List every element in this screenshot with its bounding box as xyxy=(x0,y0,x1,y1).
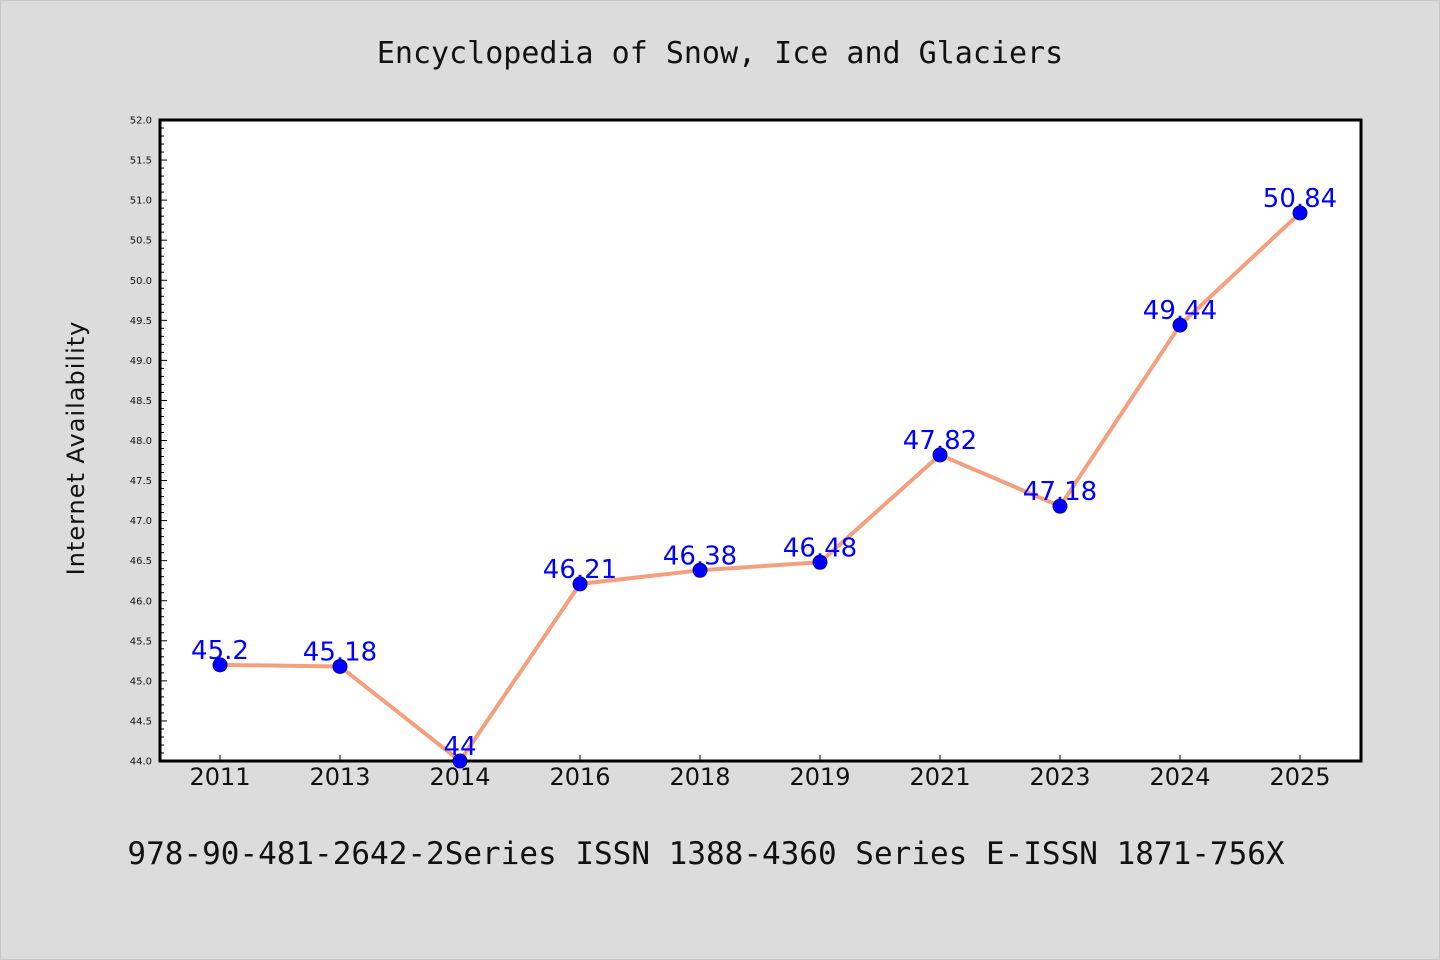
y-tick-label: 46.5 xyxy=(130,556,152,567)
y-tick-label: 52.0 xyxy=(130,116,152,127)
y-tick-label: 51.5 xyxy=(130,156,152,167)
data-label: 44 xyxy=(443,732,476,762)
data-point xyxy=(452,753,468,769)
y-tick-label: 44.5 xyxy=(130,716,152,727)
data-label: 46.21 xyxy=(543,555,617,585)
x-tick-label: 2011 xyxy=(189,763,250,791)
data-label: 47.82 xyxy=(903,426,977,456)
y-tick-label: 47.5 xyxy=(130,476,152,487)
y-tick-label: 46.0 xyxy=(130,596,152,607)
y-tick-label: 50.5 xyxy=(130,236,152,247)
x-tick-label: 2024 xyxy=(1149,763,1210,791)
x-axis-ticks: 2011 2013 2014 2016 2018 2019 2021 2023 2024 2025 xyxy=(189,755,1331,791)
y-tick-label: 44.0 xyxy=(130,757,152,768)
footer-isbn-text: 978-90-481-2642-2Series ISSN 1388-4360 S… xyxy=(127,836,1284,872)
series-line xyxy=(219,211,1302,763)
data-label: 45.2 xyxy=(191,636,249,666)
data-label: 46.38 xyxy=(663,541,737,571)
y-tick-label: 50.0 xyxy=(130,276,152,287)
series-group: 45.2 45.18 44 46.21 46.38 46.48 47.82 47.18 49.4… xyxy=(191,184,1337,769)
y-axis-ticks: 44.0 44.5 45.0 45.5 46.0 46.5 47.0 47.5 48.0 48.5… xyxy=(130,116,167,768)
data-point xyxy=(1052,498,1068,514)
x-tick-label: 2013 xyxy=(309,763,370,791)
data-point xyxy=(1172,317,1188,333)
y-tick-label: 48.5 xyxy=(130,396,152,407)
x-tick-label: 2019 xyxy=(789,763,850,791)
plot-area xyxy=(158,118,1363,763)
y-axis-label: Internet Availability xyxy=(62,321,90,576)
data-point xyxy=(1292,205,1308,221)
y-tick-label: 45.5 xyxy=(130,636,152,647)
x-tick-label: 2018 xyxy=(669,763,730,791)
x-tick-label: 2016 xyxy=(549,763,610,791)
y-tick-label: 47.0 xyxy=(130,516,152,527)
chart-title: Encyclopedia of Snow, Ice and Glaciers xyxy=(377,36,1063,71)
x-tick-label: 2025 xyxy=(1269,763,1330,791)
data-point xyxy=(572,576,588,592)
data-point xyxy=(812,554,828,570)
y-tick-label: 51.0 xyxy=(130,196,152,207)
x-tick-label: 2021 xyxy=(909,763,970,791)
y-tick-label: 49.0 xyxy=(130,356,152,367)
data-point xyxy=(332,658,348,674)
x-tick-label: 2023 xyxy=(1029,763,1090,791)
data-label: 50.84 xyxy=(1263,184,1337,214)
data-label: 45.18 xyxy=(303,637,377,667)
data-label: 46.48 xyxy=(783,533,857,563)
data-label: 49.44 xyxy=(1143,296,1217,326)
data-label: 47.18 xyxy=(1023,477,1097,507)
data-point xyxy=(692,562,708,578)
y-tick-label: 49.5 xyxy=(130,316,152,327)
y-tick-label: 48.0 xyxy=(130,436,152,447)
y-tick-label: 45.0 xyxy=(130,676,152,687)
data-point xyxy=(932,447,948,463)
data-point xyxy=(212,657,228,673)
